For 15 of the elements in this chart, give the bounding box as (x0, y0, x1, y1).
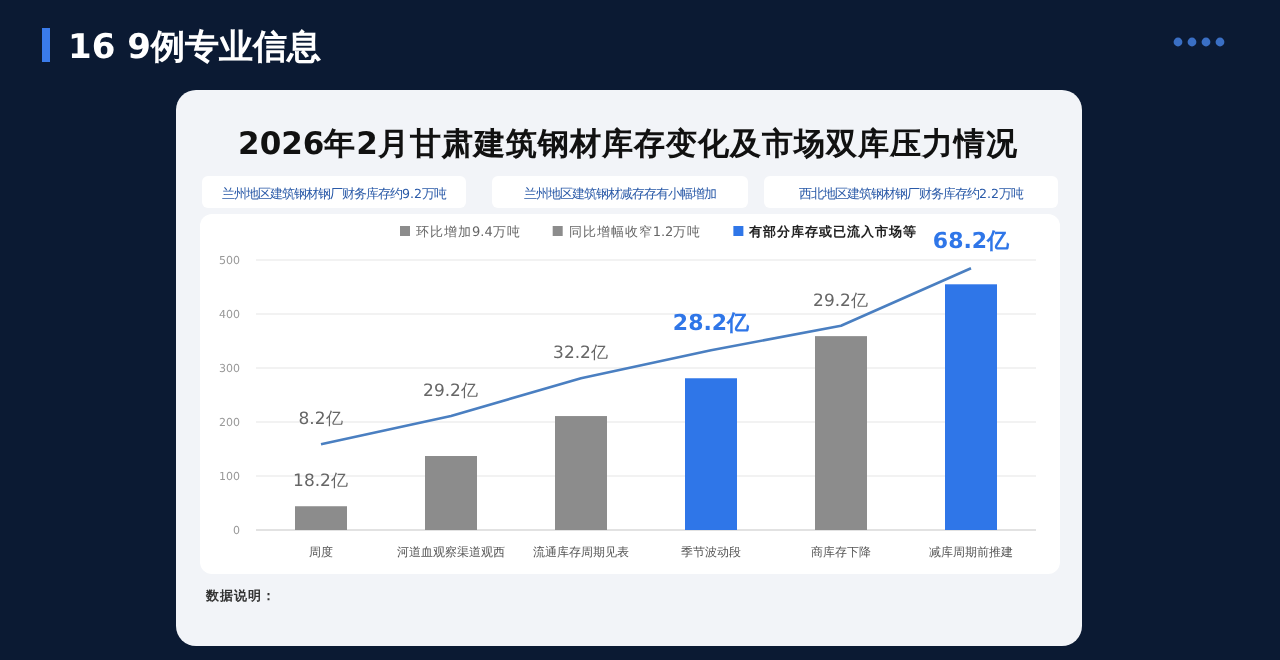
annotation: 29.2亿 (423, 380, 479, 403)
annotation: 68.2亿 (932, 228, 1012, 255)
bar (685, 378, 737, 530)
chart-subtitle: 16 9例专业信息 (68, 28, 321, 68)
annotation: 18.2亿 (293, 470, 349, 493)
bar (555, 416, 607, 530)
annotation: 8.2亿 (298, 408, 344, 431)
bar (815, 336, 867, 530)
bar (945, 284, 997, 530)
annotation: 28.2亿 (672, 310, 752, 337)
chart-title: 2026年2月甘肃建筑钢材库存变化及市场双库压力情况 (238, 126, 1020, 162)
annotation: 32.2亿 (553, 342, 609, 365)
bar (295, 506, 347, 530)
bar (425, 456, 477, 530)
annotation: 29.2亿 (813, 289, 869, 312)
